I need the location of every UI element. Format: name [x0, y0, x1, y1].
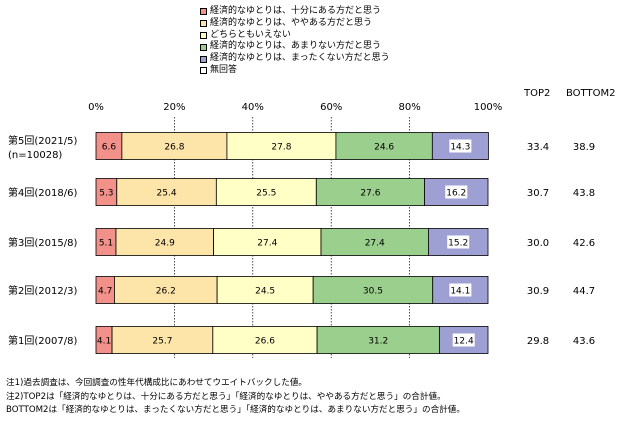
bar-segment: [216, 276, 314, 304]
top2-value: 30.0: [527, 238, 549, 249]
top2-value: 33.4: [527, 142, 549, 153]
legend: 経済的なゆとりは、十分にある方だと思う 経済的なゆとりは、ややある方だと思う ど…: [200, 6, 390, 77]
footnote-3: BOTTOM2は「経済的なゆとりは、まったくない方だと思う」「経済的なゆとりは、…: [6, 405, 465, 415]
value-label: 27.8: [271, 143, 291, 153]
value-label: 27.4: [257, 239, 277, 249]
legend-swatch: [200, 43, 207, 51]
legend-label: どちらともいえない: [210, 29, 291, 40]
bar-segment: [226, 132, 337, 160]
legend-swatch: [200, 20, 207, 28]
category-label: 第2回(2012/3): [8, 284, 77, 297]
legend-label: 経済的なゆとりは、ややある方だと思う: [210, 17, 373, 28]
value-label: 14.1: [450, 287, 470, 297]
category-label: 第5回(2021/5): [8, 134, 77, 147]
legend-label: 経済的なゆとりは、まったくない方だと思う: [210, 53, 390, 64]
legend-item: 経済的なゆとりは、あまりない方だと思う: [200, 41, 390, 53]
bar-segment: [312, 276, 434, 304]
value-label: 31.2: [368, 337, 388, 347]
value-label: 25.7: [152, 337, 172, 347]
value-label: 26.8: [164, 143, 184, 153]
value-label: 5.1: [99, 239, 113, 249]
value-label: 12.4: [454, 337, 474, 347]
bottom2-value: 43.8: [573, 188, 595, 199]
value-label: 24.5: [255, 287, 275, 297]
legend-swatch: [200, 55, 207, 63]
value-label: 26.6: [255, 337, 275, 347]
value-label-background: [447, 235, 470, 249]
value-label: 24.6: [374, 143, 394, 153]
value-label: 27.6: [360, 189, 380, 199]
footnote-1: 注1)過去調査は、今回調査の性年代構成比にあわせてウエイトバックした値。: [6, 378, 308, 388]
top2-column-header: TOP2: [524, 88, 551, 99]
top2-value: 30.9: [527, 286, 549, 297]
category-label: 第1回(2007/8): [8, 334, 77, 347]
value-label: 30.5: [363, 287, 383, 297]
bar-segment: [213, 228, 322, 256]
bottom2-value: 42.6: [573, 238, 595, 249]
value-label-background: [449, 283, 472, 297]
legend-item: 経済的なゆとりは、十分にある方だと思う: [200, 6, 390, 18]
value-label: 25.4: [157, 189, 177, 199]
bottom2-value: 38.9: [573, 142, 595, 153]
legend-item: 無回答: [200, 65, 390, 77]
legend-item: 経済的なゆとりは、ややある方だと思う: [200, 18, 390, 30]
legend-label: 経済的なゆとりは、十分にある方だと思う: [210, 6, 382, 16]
value-label: 15.2: [448, 239, 468, 249]
category-label: 第3回(2015/8): [8, 236, 77, 249]
value-label-background: [449, 139, 472, 153]
bar-segment: [335, 132, 433, 160]
x-tick-label: 20%: [163, 102, 185, 113]
bar-segment: [121, 132, 228, 160]
bar-segment: [115, 228, 214, 256]
bar-segment: [315, 178, 425, 206]
value-label: 27.4: [365, 239, 385, 249]
bar-segment: [116, 178, 217, 206]
category-label: 第4回(2018/6): [8, 186, 77, 199]
bottom2-column-header: BOTTOM2: [566, 88, 616, 99]
value-label: 4.7: [98, 287, 112, 297]
x-tick-label: 60%: [320, 102, 342, 113]
bottom2-value: 43.6: [573, 336, 595, 347]
value-label-background: [452, 333, 475, 347]
value-label: 6.6: [102, 143, 117, 153]
value-label-background: [445, 185, 468, 199]
bar-segment: [320, 228, 429, 256]
value-label: 5.3: [99, 189, 113, 199]
legend-label: 経済的なゆとりは、あまりない方だと思う: [210, 41, 382, 52]
x-tick-label: 80%: [398, 102, 420, 113]
value-label: 25.5: [256, 189, 276, 199]
value-label: 24.9: [155, 239, 175, 249]
legend-item: 経済的なゆとりは、まったくない方だと思う: [200, 53, 390, 65]
value-label: 16.2: [446, 189, 466, 199]
x-tick-label: 100%: [474, 102, 503, 113]
legend-swatch: [200, 67, 207, 75]
value-label: 4.1: [97, 337, 111, 347]
top2-value: 30.7: [527, 188, 549, 199]
legend-label: 無回答: [210, 64, 238, 75]
x-tick-label: 0%: [88, 102, 104, 113]
legend-item: どちらともいえない: [200, 30, 390, 42]
top2-value: 29.8: [527, 336, 549, 347]
value-label: 26.2: [156, 287, 176, 297]
bar-segment: [215, 178, 317, 206]
x-tick-label: 40%: [242, 102, 264, 113]
legend-swatch: [200, 31, 207, 39]
legend-swatch: [200, 8, 207, 16]
category-label: (n=10028): [8, 150, 62, 161]
footnote-2: 注2)TOP2は「経済的なゆとりは、十分にある方だと思う」「経済的なゆとりは、や…: [6, 391, 446, 402]
value-label: 14.3: [450, 143, 470, 153]
footnotes: 注1)過去調査は、今回調査の性年代構成比にあわせてウエイトバックした値。 注2)…: [6, 377, 465, 418]
bottom2-value: 44.7: [573, 286, 595, 297]
